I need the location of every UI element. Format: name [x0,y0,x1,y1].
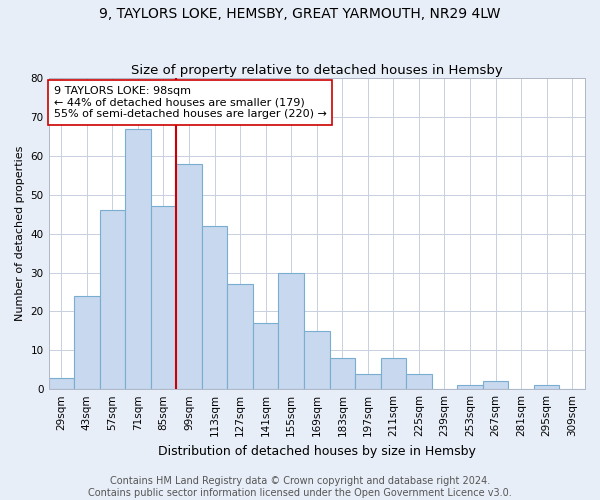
Title: Size of property relative to detached houses in Hemsby: Size of property relative to detached ho… [131,64,503,77]
Bar [100,210,125,389]
Bar [329,358,355,389]
Bar [483,382,508,389]
Bar [151,206,176,389]
Bar [355,374,380,389]
X-axis label: Distribution of detached houses by size in Hemsby: Distribution of detached houses by size … [158,444,476,458]
Bar [74,296,100,389]
Bar [457,386,483,389]
Bar [202,226,227,389]
Bar [253,323,278,389]
Bar [176,164,202,389]
Text: Contains HM Land Registry data © Crown copyright and database right 2024.
Contai: Contains HM Land Registry data © Crown c… [88,476,512,498]
Bar [227,284,253,389]
Bar [125,128,151,389]
Text: 9 TAYLORS LOKE: 98sqm
← 44% of detached houses are smaller (179)
55% of semi-det: 9 TAYLORS LOKE: 98sqm ← 44% of detached … [54,86,327,119]
Y-axis label: Number of detached properties: Number of detached properties [15,146,25,322]
Bar [278,272,304,389]
Bar [49,378,74,389]
Bar [380,358,406,389]
Bar [534,386,559,389]
Bar [304,331,329,389]
Bar [406,374,432,389]
Text: 9, TAYLORS LOKE, HEMSBY, GREAT YARMOUTH, NR29 4LW: 9, TAYLORS LOKE, HEMSBY, GREAT YARMOUTH,… [99,8,501,22]
